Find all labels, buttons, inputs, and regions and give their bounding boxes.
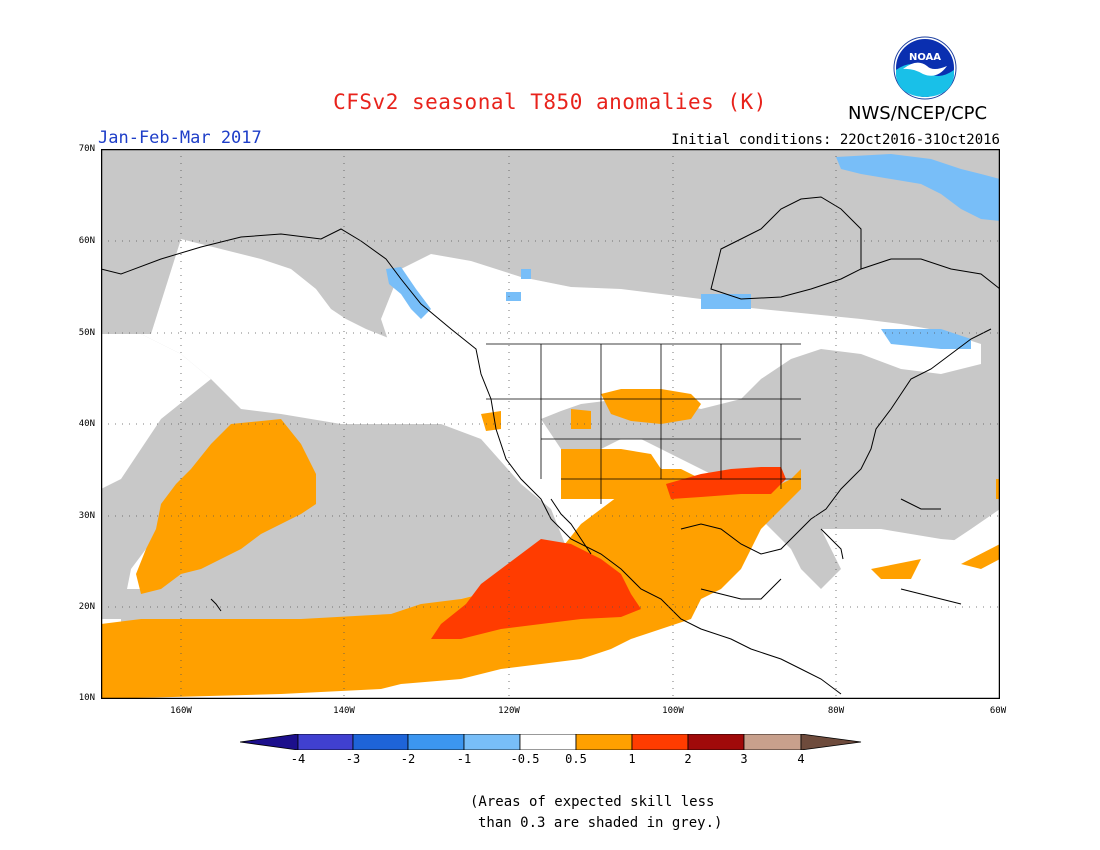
coastlines bbox=[100, 196, 1001, 695]
colorbar-label: -2 bbox=[400, 752, 416, 766]
colorbar-label: -3 bbox=[345, 752, 361, 766]
map-canvas bbox=[100, 148, 1001, 700]
lat-label-30n: 30N bbox=[78, 511, 95, 521]
graticule bbox=[101, 149, 1000, 699]
colorbar-swatch bbox=[407, 733, 465, 751]
positive-anomaly-shading bbox=[101, 389, 1000, 699]
lon-label-100w: 100W bbox=[662, 706, 684, 716]
lon-label-160w: 160W bbox=[170, 706, 192, 716]
political-borders bbox=[486, 343, 801, 504]
lat-label-40n: 40N bbox=[78, 419, 95, 429]
colorbar-arrow-low bbox=[239, 733, 299, 751]
colorbar-swatch bbox=[631, 733, 689, 751]
colorbar-label: 2 bbox=[684, 752, 692, 766]
colorbar-swatch bbox=[743, 733, 802, 751]
colorbar-swatch bbox=[352, 733, 409, 751]
lat-label-10n: 10N bbox=[78, 693, 95, 703]
lon-label-60w: 60W bbox=[989, 706, 1007, 716]
colorbar-label: -0.5 bbox=[510, 752, 540, 766]
skill-note-line: (Areas of expected skill less bbox=[470, 794, 715, 810]
lon-label-120w: 120W bbox=[498, 706, 520, 716]
colorbar-swatch bbox=[687, 733, 745, 751]
anomaly-map bbox=[100, 148, 1001, 700]
colorbar-swatch bbox=[575, 733, 633, 751]
skill-note-line: than 0.3 are shaded in grey.) bbox=[478, 815, 723, 831]
map-frame bbox=[100, 148, 1001, 700]
lon-label-80w: 80W bbox=[827, 706, 845, 716]
colorbar-label: 0.5 bbox=[565, 752, 587, 766]
chart-title: CFSv2 seasonal T850 anomalies (K) bbox=[333, 90, 767, 114]
colorbar bbox=[239, 733, 862, 754]
agency-label: NWS/NCEP/CPC bbox=[848, 103, 988, 124]
colorbar-swatch bbox=[519, 733, 577, 751]
noaa-logo: NOAA bbox=[893, 36, 957, 100]
colorbar-swatch bbox=[297, 733, 354, 751]
lat-label-50n: 50N bbox=[78, 328, 95, 338]
lat-label-70n: 70N bbox=[78, 144, 95, 154]
season-label: Jan-Feb-Mar 2017 bbox=[98, 128, 262, 148]
colorbar-label: 4 bbox=[797, 752, 805, 766]
colorbar-label: -1 bbox=[456, 752, 472, 766]
colorbar-label: 1 bbox=[628, 752, 636, 766]
negative-anomaly-shading bbox=[386, 154, 1000, 349]
initial-conditions-label: Initial conditions: 22Oct2016-31Oct2016 bbox=[671, 132, 1000, 148]
lon-label-140w: 140W bbox=[333, 706, 355, 716]
strong-anomaly-shading bbox=[431, 467, 786, 639]
colorbar-arrow-high bbox=[800, 733, 862, 751]
skill-note: (Areas of expected skill less than 0.3 a… bbox=[470, 792, 730, 834]
colorbar-label: -4 bbox=[290, 752, 306, 766]
logo-text: NOAA bbox=[909, 52, 941, 63]
colorbar-label: 3 bbox=[740, 752, 748, 766]
colorbar-swatches bbox=[239, 733, 862, 751]
lat-label-60n: 60N bbox=[78, 236, 95, 246]
lat-label-20n: 20N bbox=[78, 602, 95, 612]
colorbar-swatch bbox=[463, 733, 521, 751]
